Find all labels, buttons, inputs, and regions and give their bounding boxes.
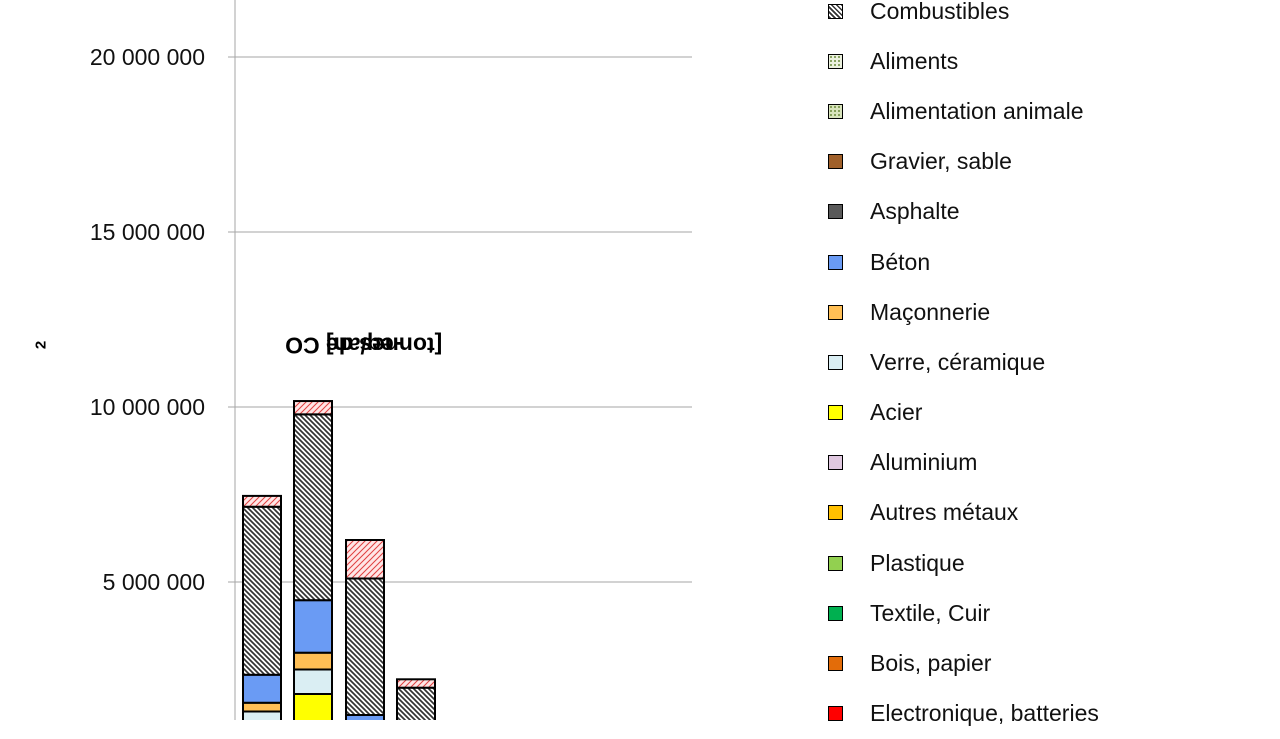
bar-1-segment-2 [242,710,282,720]
legend-swatch-12 [828,605,843,621]
legend-label-2: Alimentation animale [870,97,1084,124]
bar-1-segment-4 [242,673,282,704]
bars [242,400,436,720]
legend-item-12: Textile, Cuir [828,588,1268,638]
legend-label-11: Plastique [870,549,965,576]
legend-label-0: Combustibles [870,0,1010,24]
legend-label-10: Autres métaux [870,499,1019,526]
legend: Combustibles Aliments Alimentation animale… [828,0,1268,739]
legend-item-0: Combustibles [828,0,1268,36]
legend-swatch-14 [828,706,843,722]
legend-label-8: Acier [870,399,923,426]
bar-2-segment-1 [293,693,333,720]
legend-item-2: Alimentation animale [828,86,1268,136]
legend-item-11: Plastique [828,538,1268,588]
bar-1-segment-5 [242,505,282,676]
legend-swatch-1 [828,53,843,69]
legend-swatch-9 [828,455,843,471]
legend-item-8: Acier [828,388,1268,438]
legend-item-4: Asphalte [828,187,1268,237]
legend-item-6: Maçonnerie [828,287,1268,337]
legend-swatch-0 [828,3,843,19]
legend-label-5: Béton [870,248,931,275]
legend-swatch-10 [828,505,843,521]
bar-2-segment-2 [293,668,333,695]
y-tick-label-2: 15 000 000 [90,219,205,245]
legend-item-1: Aliments [828,36,1268,86]
bar-4-segment-4 [396,678,436,689]
bar-3-segment-4 [345,539,385,580]
legend-swatch-5 [828,254,843,270]
legend-swatch-6 [828,304,843,320]
bar-2-segment-5 [293,413,333,602]
bar-2-segment-6 [293,400,333,416]
legend-item-13: Bois, papier [828,638,1268,688]
legend-item-5: Béton [828,237,1268,287]
legend-label-12: Textile, Cuir [870,599,991,626]
bar-3 [345,539,385,720]
legend-label-3: Gravier, sable [870,148,1012,175]
legend-label-14: Electronique, batteries [870,700,1099,727]
legend-label-13: Bois, papier [870,650,992,677]
legend-swatch-13 [828,656,843,672]
bar-2 [293,400,333,720]
legend-label-4: Asphalte [870,198,960,225]
bar-4-segment-3 [396,686,436,720]
legend-label-6: Maçonnerie [870,298,991,325]
legend-label-7: Verre, céramique [870,348,1046,375]
legend-item-10: Autres métaux [828,488,1268,538]
legend-item-9: Aluminium [828,438,1268,488]
legend-swatch-8 [828,405,843,421]
y-tick-label-0: 5 000 000 [103,569,205,595]
stacked-bar-chart: 5 000 000 10 000 000 15 000 000 20 000 000 [90,0,692,720]
legend-label-1: Aliments [870,47,959,74]
legend-label-9: Aluminium [870,449,978,476]
bar-1-segment-3 [242,701,282,713]
legend-swatch-7 [828,354,843,370]
y-tick-label-1: 10 000 000 [90,394,205,420]
bar-2-segment-4 [293,599,333,654]
y-tick-labels: 5 000 000 10 000 000 15 000 000 20 000 000 [90,44,205,595]
bar-2-segment-3 [293,651,333,671]
bar-1-segment-6 [242,494,282,508]
legend-item-7: Verre, céramique [828,337,1268,387]
bar-1 [242,494,282,720]
bar-3-segment-3 [345,577,385,716]
legend-swatch-3 [828,154,843,170]
legend-swatch-2 [828,103,843,119]
legend-item-14: Electronique, batteries [828,689,1268,739]
y-tick-label-3: 20 000 000 [90,44,205,70]
legend-item-3: Gravier, sable [828,137,1268,187]
legend-swatch-11 [828,555,843,571]
bar-4 [396,678,436,720]
legend-swatch-4 [828,204,843,220]
